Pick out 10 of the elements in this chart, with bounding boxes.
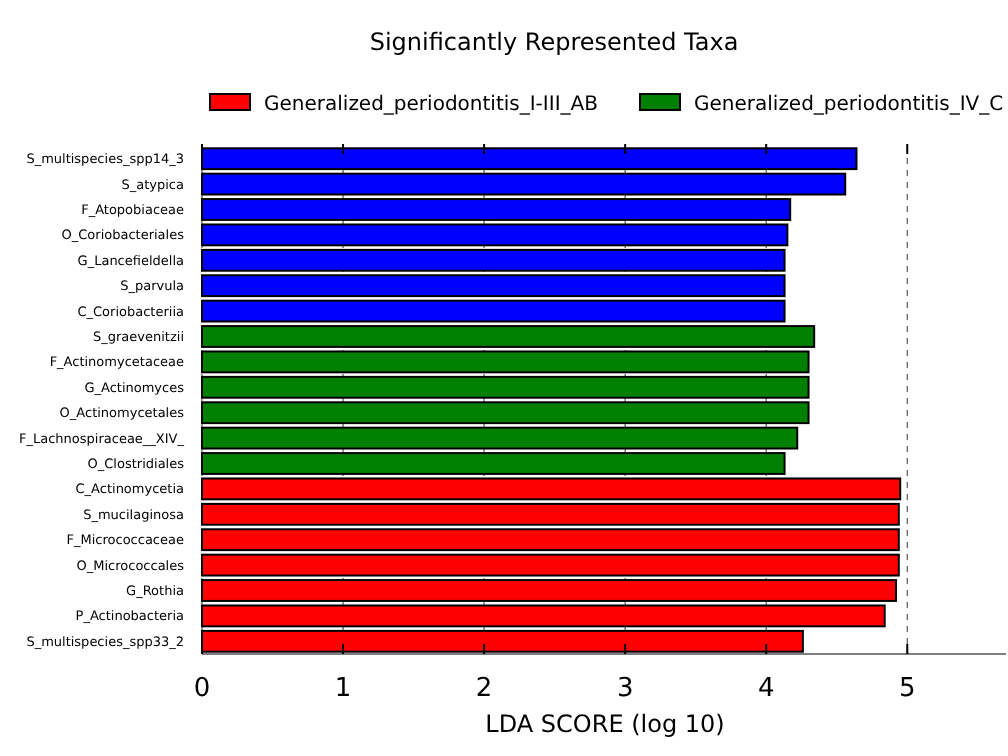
x-tick-label: 2: [475, 674, 493, 704]
x-tick-label: 5: [898, 674, 916, 704]
legend-label: Generalized_periodontitis_I-III_AB: [264, 94, 599, 116]
x-tick-label: 1: [334, 674, 352, 704]
x-tick-label: 0: [193, 674, 211, 704]
chart-title: Significantly Represented Taxa: [369, 28, 739, 56]
legend-label: Generalized_periodontitis_IV_C: [694, 94, 1004, 116]
x-axis-title: LDA SCORE (log 10): [485, 710, 725, 738]
x-tick-label: 3: [616, 674, 634, 704]
x-tick-label: 4: [757, 674, 775, 704]
